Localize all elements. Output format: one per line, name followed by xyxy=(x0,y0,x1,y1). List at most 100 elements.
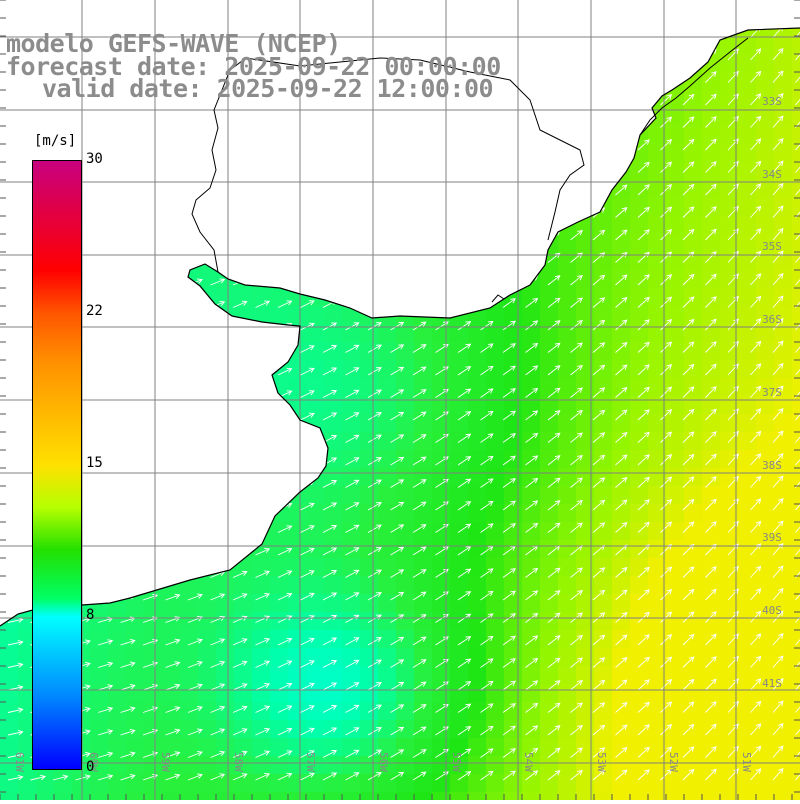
wind-arrow xyxy=(323,255,336,262)
field-cell xyxy=(378,774,397,793)
field-cell xyxy=(612,72,631,91)
field-cell xyxy=(252,756,271,775)
field-cell xyxy=(180,756,199,775)
field-cell xyxy=(684,792,703,800)
wind-arrow xyxy=(166,144,180,150)
field-cell xyxy=(414,774,433,793)
field-cell xyxy=(396,360,415,379)
field-cell xyxy=(522,684,541,703)
field-cell xyxy=(360,738,379,757)
wind-arrow xyxy=(706,27,717,38)
field-cell xyxy=(450,180,469,199)
field-cell xyxy=(792,720,800,739)
field-cell xyxy=(558,378,577,397)
wind-arrow xyxy=(503,51,515,60)
wind-arrow xyxy=(368,278,381,285)
lon-label: 53W xyxy=(595,752,608,772)
field-cell xyxy=(396,0,415,19)
field-cell xyxy=(594,54,613,73)
field-cell xyxy=(612,396,631,415)
field-cell xyxy=(630,504,649,523)
field-cell xyxy=(198,288,217,307)
wind-arrow xyxy=(301,256,314,263)
field-cell xyxy=(90,558,109,577)
field-cell xyxy=(0,162,19,181)
field-cell xyxy=(522,540,541,559)
wind-arrow xyxy=(233,504,247,510)
wind-arrow xyxy=(278,211,292,218)
wind-arrow xyxy=(166,122,180,128)
field-cell xyxy=(612,360,631,379)
field-cell xyxy=(576,450,595,469)
field-cell xyxy=(324,468,343,487)
field-cell xyxy=(576,720,595,739)
field-cell xyxy=(288,558,307,577)
field-cell xyxy=(612,126,631,145)
field-cell xyxy=(126,720,145,739)
field-cell xyxy=(252,468,271,487)
field-cell xyxy=(342,0,361,19)
field-cell xyxy=(468,648,487,667)
field-cell xyxy=(504,108,523,127)
field-cell xyxy=(468,630,487,649)
colorbar-tick-30: 30 xyxy=(86,151,103,167)
field-cell xyxy=(306,576,325,595)
field-cell xyxy=(360,792,379,800)
wind-arrow xyxy=(391,30,404,38)
wind-arrow xyxy=(233,459,247,465)
field-cell xyxy=(306,126,325,145)
field-cell xyxy=(576,234,595,253)
field-cell xyxy=(288,270,307,289)
field-cell xyxy=(324,792,343,800)
wind-arrow xyxy=(346,300,359,307)
field-cell xyxy=(774,0,793,19)
field-cell xyxy=(324,612,343,631)
field-cell xyxy=(774,504,793,523)
field-cell xyxy=(180,504,199,523)
field-cell xyxy=(666,630,685,649)
wind-arrow xyxy=(503,74,515,83)
field-cell xyxy=(324,162,343,181)
field-cell xyxy=(540,792,559,800)
field-cell xyxy=(396,684,415,703)
field-cell xyxy=(486,126,505,145)
field-cell xyxy=(180,738,199,757)
wind-arrow xyxy=(98,347,112,352)
wind-arrow xyxy=(166,572,180,578)
field-cell xyxy=(0,504,19,523)
field-cell xyxy=(108,720,127,739)
field-cell xyxy=(450,108,469,127)
field-cell xyxy=(378,396,397,415)
field-cell xyxy=(414,270,433,289)
field-cell xyxy=(324,108,343,127)
field-cell xyxy=(666,720,685,739)
wind-arrow xyxy=(233,346,247,352)
field-cell xyxy=(630,684,649,703)
field-cell xyxy=(486,378,505,397)
field-cell xyxy=(612,702,631,721)
field-cell xyxy=(126,486,145,505)
field-cell xyxy=(468,414,487,433)
field-cell xyxy=(198,0,217,19)
field-cell xyxy=(414,486,433,505)
field-cell xyxy=(792,486,800,505)
wind-arrow xyxy=(8,213,23,218)
field-cell xyxy=(738,630,757,649)
wind-arrow xyxy=(211,481,225,487)
field-cell xyxy=(324,288,343,307)
field-cell xyxy=(342,180,361,199)
field-cell xyxy=(126,144,145,163)
field-cell xyxy=(288,234,307,253)
field-cell xyxy=(540,36,559,55)
wind-arrow xyxy=(503,209,515,218)
field-cell xyxy=(234,468,253,487)
field-cell xyxy=(180,378,199,397)
field-cell xyxy=(144,792,163,800)
field-cell xyxy=(576,612,595,631)
field-cell xyxy=(738,666,757,685)
field-cell xyxy=(666,594,685,613)
field-cell xyxy=(252,594,271,613)
field-cell xyxy=(90,360,109,379)
field-cell xyxy=(360,288,379,307)
field-cell xyxy=(180,558,199,577)
